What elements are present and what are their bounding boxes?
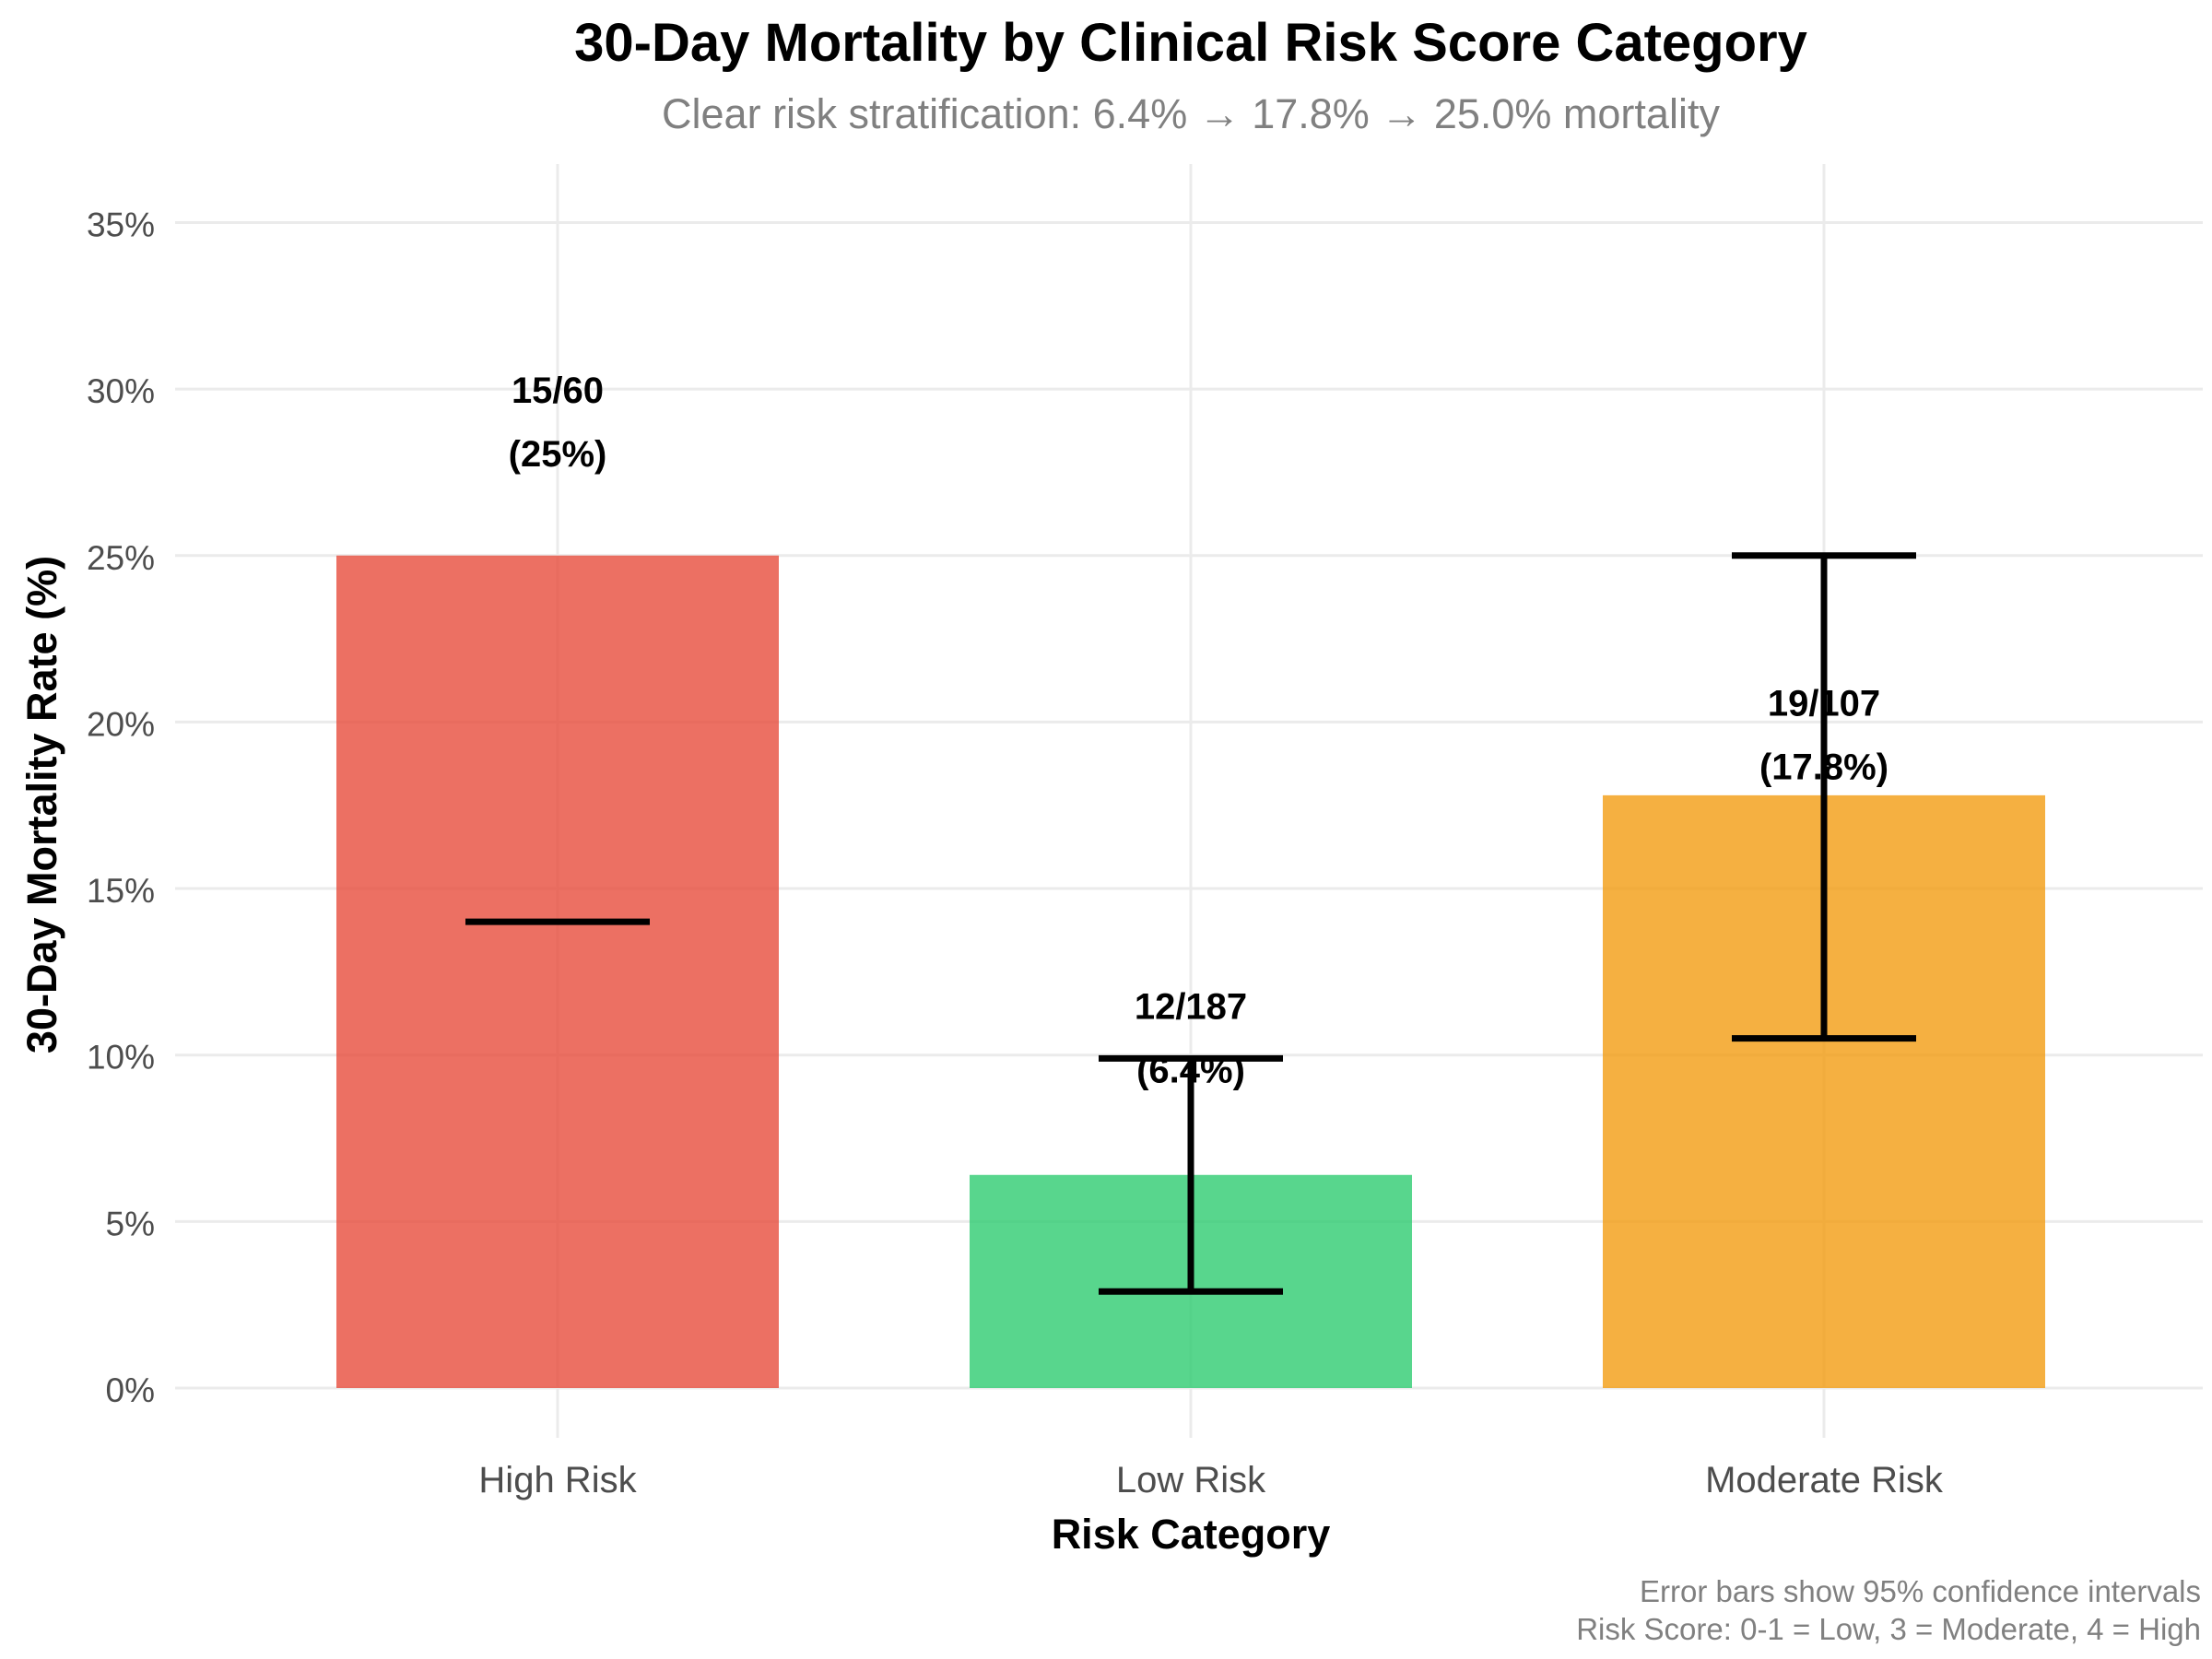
caption-line-2: Risk Score: 0-1 = Low, 3 = Moderate, 4 =…	[1576, 1612, 2201, 1646]
y-axis-title: 30-Day Mortality Rate (%)	[18, 556, 65, 1053]
x-tick-label: High Risk	[478, 1460, 637, 1500]
x-tick-label: Low Risk	[1116, 1460, 1266, 1500]
y-tick-label: 30%	[87, 372, 155, 410]
chart-title: 30-Day Mortality by Clinical Risk Score …	[574, 13, 1807, 73]
y-tick-label: 15%	[87, 872, 155, 910]
bar-label-percent: (17.8%)	[1759, 747, 1888, 788]
y-tick-label: 25%	[87, 539, 155, 577]
y-axis-ticks: 0% 5% 10% 15% 20% 25% 30% 35%	[87, 206, 155, 1409]
y-tick-label: 5%	[106, 1205, 155, 1242]
error-bars-group	[465, 552, 1916, 1295]
bar-high-risk	[336, 555, 779, 1388]
bar-label-counts: 19/107	[1768, 684, 1880, 724]
bar-label-counts: 12/187	[1135, 987, 1247, 1028]
x-tick-label: Moderate Risk	[1705, 1460, 1944, 1500]
y-tick-label: 35%	[87, 206, 155, 243]
bar-label-counts: 15/60	[512, 371, 604, 411]
y-tick-label: 10%	[87, 1039, 155, 1077]
caption-line-1: Error bars show 95% confidence intervals	[1640, 1574, 2201, 1608]
x-axis-ticks: High Risk Low Risk Moderate Risk	[478, 1460, 1944, 1500]
x-axis-title: Risk Category	[1052, 1511, 1331, 1558]
bar-labels-group: 15/60 (25%) 12/187 (6.4%) 19/107 (17.8%)	[509, 371, 1888, 1090]
y-tick-label: 0%	[106, 1371, 155, 1409]
bar-label-percent: (25%)	[509, 434, 607, 475]
chart-subtitle: Clear risk stratification: 6.4% → 17.8% …	[662, 90, 1720, 137]
y-tick-label: 20%	[87, 705, 155, 743]
bar-label-percent: (6.4%)	[1136, 1051, 1245, 1091]
